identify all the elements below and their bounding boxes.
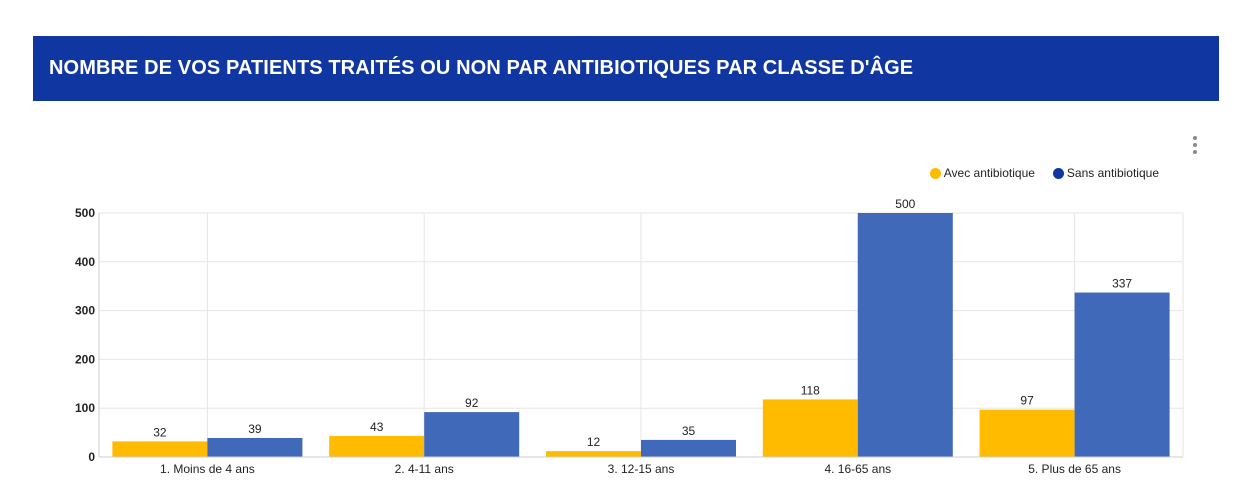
- x-tick-label: 1. Moins de 4 ans: [160, 462, 255, 476]
- bar-series-2: [1074, 292, 1170, 457]
- value-label: 43: [370, 420, 384, 434]
- y-tick-label: 200: [75, 352, 95, 366]
- legend-swatch-series-1: [929, 167, 941, 179]
- x-tick-label: 5. Plus de 65 ans: [1028, 462, 1121, 476]
- y-tick-label: 500: [75, 206, 95, 220]
- legend-item-series-1: Avec antibiotique: [929, 166, 1035, 180]
- bar-series-1: [546, 451, 641, 457]
- x-tick-label: 3. 12-15 ans: [608, 462, 675, 476]
- value-label: 39: [248, 422, 262, 436]
- value-label: 35: [682, 424, 696, 438]
- value-label: 118: [801, 383, 820, 397]
- chart-header: NOMBRE DE VOS PATIENTS TRAITÉS OU NON PA…: [33, 36, 1219, 101]
- value-label: 500: [895, 197, 915, 211]
- bar-series-1: [329, 436, 425, 457]
- bar-series-1: [762, 399, 858, 457]
- y-tick-label: 0: [88, 450, 95, 464]
- value-label: 12: [587, 435, 601, 449]
- chart-title: NOMBRE DE VOS PATIENTS TRAITÉS OU NON PA…: [49, 57, 914, 79]
- value-label: 337: [1112, 277, 1132, 291]
- bar-series-1: [979, 409, 1075, 457]
- more-vert-icon[interactable]: [1187, 134, 1203, 156]
- bar-series-2: [207, 437, 303, 457]
- bar-series-2: [857, 213, 953, 457]
- y-tick-label: 300: [75, 304, 95, 318]
- value-label: 97: [1020, 394, 1034, 408]
- value-label: 92: [465, 396, 479, 410]
- value-label: 32: [153, 425, 167, 439]
- legend-item-series-2: Sans antibiotique: [1052, 166, 1159, 180]
- x-tick-label: 2. 4-11 ans: [395, 462, 454, 476]
- bar-series-1: [112, 441, 208, 457]
- legend-label-series-1: Avec antibiotique: [943, 166, 1035, 180]
- chart-legend: Avec antibiotique Sans antibiotique: [929, 166, 1159, 180]
- y-tick-label: 100: [75, 401, 95, 415]
- legend-label-series-2: Sans antibiotique: [1066, 166, 1159, 180]
- legend-swatch-series-2: [1052, 167, 1064, 179]
- bar-series-2: [424, 412, 520, 457]
- x-tick-label: 4. 16-65 ans: [824, 462, 891, 476]
- bar-series-2: [641, 439, 736, 457]
- y-tick-label: 400: [75, 255, 95, 269]
